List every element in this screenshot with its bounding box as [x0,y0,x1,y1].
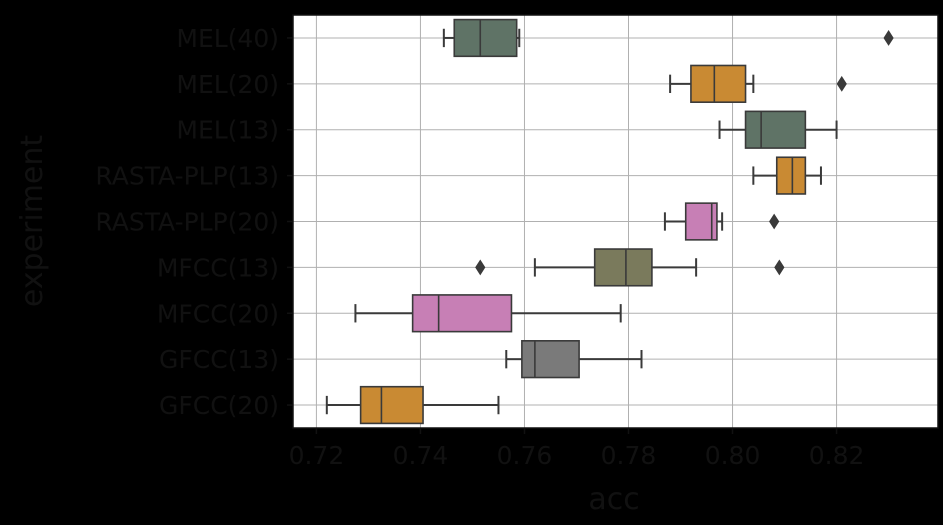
x-tick-label: 0.76 [497,441,553,470]
box-mel-20 [669,64,847,103]
outlier-point [475,259,486,276]
iqr-box [775,156,807,195]
box-rasta-plp-20 [663,202,780,241]
x-tick-label: 0.80 [705,441,761,470]
y-tick-label: MEL(20) [176,70,279,99]
x-tick-label: 0.74 [393,441,449,470]
iqr-box [359,385,424,425]
x-tick-label: 0.82 [809,441,865,470]
boxes [292,14,939,429]
x-tick-label: 0.72 [289,441,345,470]
y-tick-label: RASTA-PLP(13) [95,162,279,191]
y-tick-label: MEL(40) [176,24,279,53]
iqr-box [593,248,653,287]
outlier-point [836,75,847,92]
x-axis-title: acc [588,482,639,517]
y-tick-labels: MEL(40) MEL(20) MEL(13) RASTA-PLP(13) RASTA-… [95,24,279,420]
y-tick-label: MEL(13) [176,116,279,145]
iqr-box [521,340,580,379]
iqr-box [744,110,807,149]
iqr-box [453,18,518,58]
outlier-point [883,30,894,46]
box-gfcc-13 [505,340,643,379]
box-mfcc-13 [475,248,785,287]
iqr-box [411,294,513,333]
x-tick-label: 0.78 [601,441,657,470]
y-tick-label: MFCC(13) [157,253,279,282]
outlier-point [774,259,785,276]
box-rasta-plp-13 [752,156,822,195]
x-tick-labels: 0.72 0.74 0.76 0.78 0.80 0.82 [289,441,865,470]
plot-frame [292,14,939,429]
iqr-box [690,64,747,103]
y-tick-label: GFCC(13) [159,345,279,374]
outlier-point [769,213,780,230]
box-mel-13 [718,110,838,149]
y-axis-title: experiment [15,135,50,308]
box-mel-40 [442,18,894,58]
y-tick-label: RASTA-PLP(20) [95,208,279,237]
box-mfcc-20 [354,294,622,333]
y-tick-label: MFCC(20) [157,299,279,328]
y-tick-label: GFCC(20) [159,391,279,420]
box-gfcc-20 [325,385,500,425]
